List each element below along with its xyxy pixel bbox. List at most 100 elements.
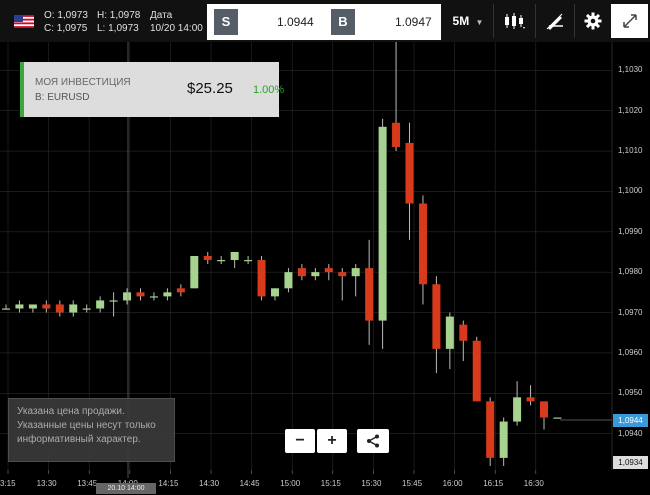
candlestick-icon[interactable] — [493, 4, 535, 38]
timeframe-dropdown[interactable]: 5M ▼ — [443, 4, 493, 38]
zoom-in-button[interactable]: + — [317, 429, 347, 453]
top-bar: O: 1,0973 H: 1,0978 Дата C: 1,0975 L: 1,… — [0, 0, 650, 42]
time-tick-label: 16:15 — [483, 479, 504, 488]
candle-down — [526, 397, 535, 402]
candle-down — [203, 256, 212, 261]
candle-up — [499, 421, 508, 458]
bottom-price-tag: 1,0934 — [613, 456, 648, 469]
time-tick-label: 14:30 — [199, 479, 220, 488]
expand-icon[interactable] — [611, 4, 648, 38]
candle-down — [42, 304, 51, 309]
gear-icon[interactable] — [575, 4, 611, 38]
price-disclaimer: Указана цена продажи. Указанные цены нес… — [8, 398, 175, 462]
candle-up — [513, 397, 522, 422]
candle-up — [109, 300, 118, 302]
disclaimer-line-2: Указанные цены несут только — [17, 420, 156, 431]
ohlc-close: C: 1,0975 — [44, 23, 88, 34]
time-tick-label: 15:00 — [280, 479, 301, 488]
disclaimer-line-1: Указана цена продажи. — [17, 406, 125, 417]
candle-up — [82, 308, 91, 310]
candle-down — [540, 401, 548, 418]
price-tick-label: 1,0970 — [618, 307, 643, 317]
time-tick-label: 3:15 — [0, 479, 16, 488]
candle-up — [149, 296, 158, 298]
ohlc-date-label: Дата — [150, 10, 173, 21]
share-icon — [367, 434, 379, 448]
us-flag-icon[interactable] — [14, 15, 34, 28]
investment-panel[interactable]: МОЯ ИНВЕСТИЦИЯ B: EURUSD $25.25 1.00% — [20, 62, 284, 117]
candle-down — [257, 260, 266, 297]
price-tick-label: 1,1030 — [618, 65, 643, 75]
chevron-down-icon: ▼ — [475, 18, 484, 27]
price-tick-label: 1,0990 — [618, 226, 643, 236]
candle-up — [244, 260, 253, 262]
candle-up — [553, 417, 562, 419]
investment-percent: 1.00% — [253, 84, 285, 96]
ohlc-date-value: 10/20 14:00 — [150, 23, 203, 34]
crosshair-time-value: 20.10 14:00 — [107, 485, 145, 492]
investment-symbol: B: EURUSD — [35, 92, 90, 103]
buy-price[interactable]: 1.0947 — [395, 15, 432, 29]
candle-up — [163, 292, 172, 297]
candle-down — [136, 292, 145, 297]
candle-down — [324, 268, 333, 273]
candle-down — [418, 203, 427, 285]
candle-up — [15, 304, 24, 309]
candle-up — [190, 256, 199, 289]
share-button[interactable] — [357, 429, 389, 453]
investment-title: МОЯ ИНВЕСТИЦИЯ — [35, 77, 131, 88]
candle-up — [28, 304, 37, 309]
time-tick-label: 15:45 — [402, 479, 423, 488]
ohlc-open: O: 1,0973 — [44, 10, 88, 21]
candle-up — [378, 126, 387, 321]
candle-up — [284, 272, 293, 289]
price-tick-label: 1,0980 — [618, 267, 643, 277]
ohlc-high: H: 1,0978 — [97, 10, 141, 21]
candle-down — [405, 142, 414, 204]
candle-up — [217, 260, 226, 262]
investment-accent-bar — [20, 62, 24, 117]
pencil-ruler-icon[interactable] — [536, 4, 574, 38]
current-price-value: 1,0944 — [618, 416, 643, 425]
candle-down — [176, 288, 185, 293]
price-tick-label: 1,0950 — [618, 388, 643, 398]
bottom-price-value: 1,0934 — [618, 458, 643, 467]
zoom-out-button[interactable]: − — [285, 429, 315, 453]
candle-up — [2, 308, 10, 310]
sell-button[interactable]: S — [214, 9, 238, 35]
candle-down — [392, 122, 401, 147]
investment-value: $25.25 — [187, 80, 233, 97]
candle-down — [297, 268, 306, 277]
candle-down — [459, 324, 468, 341]
time-tick-label: 15:30 — [361, 479, 382, 488]
price-tick-label: 1,1010 — [618, 146, 643, 156]
time-tick-label: 16:30 — [523, 479, 544, 488]
time-tick-label: 13:45 — [77, 479, 98, 488]
disclaimer-line-3: информативный характер. — [17, 434, 141, 445]
time-tick-label: 14:15 — [158, 479, 179, 488]
current-price-tag: 1,0944 — [613, 414, 648, 427]
time-tick-label: 16:00 — [442, 479, 463, 488]
candle-down — [55, 304, 64, 313]
price-tick-label: 1,1020 — [618, 105, 643, 115]
candle-down — [338, 272, 347, 277]
candle-up — [69, 304, 78, 313]
price-tick-label: 1,0940 — [618, 428, 643, 438]
candle-down — [472, 340, 481, 402]
trade-panel: S 1.0944 B 1.0947 — [207, 4, 441, 40]
sell-price[interactable]: 1.0944 — [277, 15, 314, 29]
time-tick-label: 14:45 — [239, 479, 260, 488]
price-tick-label: 1,1000 — [618, 186, 643, 196]
candle-down — [365, 268, 374, 321]
candle-up — [351, 268, 360, 277]
candle-up — [96, 300, 105, 309]
candle-down — [486, 401, 495, 458]
time-tick-label: 15:15 — [320, 479, 341, 488]
candle-up — [311, 272, 320, 277]
toolbar-divider — [535, 4, 536, 38]
crosshair-time-tag: 20.10 14:00 — [96, 483, 156, 494]
timeframe-label: 5M — [452, 14, 470, 28]
toolbar-divider — [493, 4, 494, 38]
candle-down — [432, 284, 441, 349]
buy-button[interactable]: B — [331, 9, 355, 35]
